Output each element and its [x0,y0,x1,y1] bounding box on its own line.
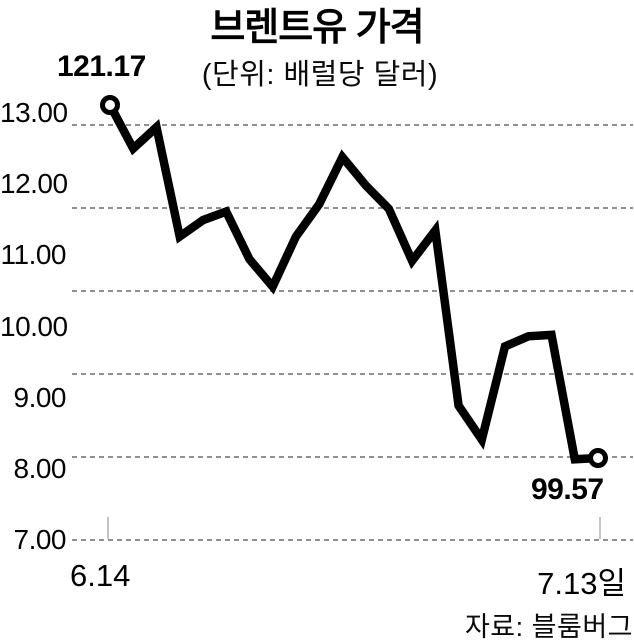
start-value-annotation: 121.17 [57,50,146,83]
chart-title: 브렌트유 가격 [210,7,424,49]
end-value-annotation: 99.57 [531,473,604,506]
chart-unit-note: (단위: 배럴당 달러) [201,59,439,91]
price-line [106,103,599,464]
x-axis-label-end: 7.13일 [537,566,626,601]
y-axis-label: 8.00 [13,453,67,484]
y-axis-label: 7.00 [13,524,67,555]
y-axis-label: 12.00 [0,168,68,199]
y-axis-label: 10.00 [0,311,68,342]
y-axis-label: 11.00 [0,239,67,270]
source-credit: 자료: 블룸버그 [464,612,633,641]
end-point-marker [588,448,608,469]
x-axis-label-start: 6.14 [70,558,131,593]
y-axis-label: 13.00 [0,97,68,128]
start-point-marker [100,95,120,115]
y-axis-label: 9.00 [13,382,67,413]
